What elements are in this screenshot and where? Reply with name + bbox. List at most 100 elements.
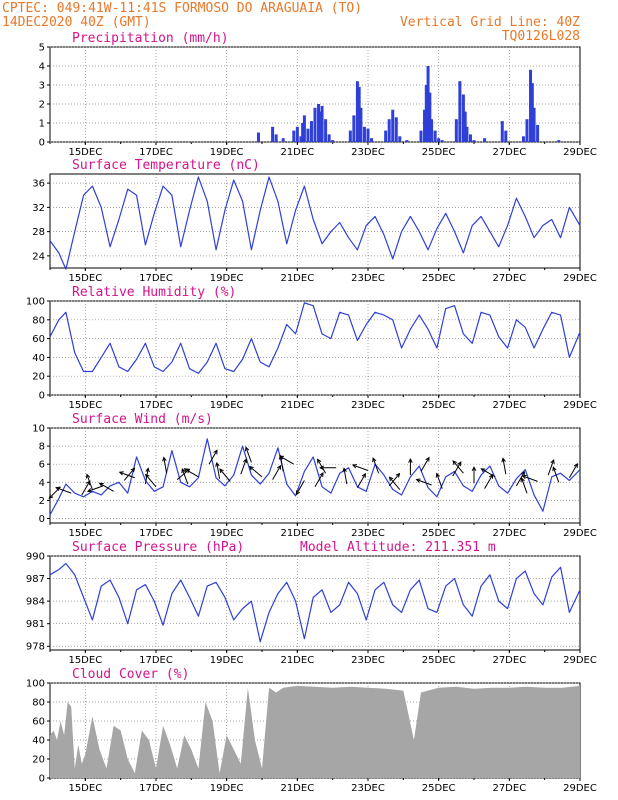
y-tick-label: 80 [32,698,45,709]
y-tick-label: 24 [32,251,45,262]
wind-arrow [547,458,555,476]
x-tick-label: 29DEC [563,528,597,539]
wind-arrow [248,465,263,478]
x-tick-label: 15DEC [68,273,102,284]
wind-arrow [420,456,430,472]
panel-0: 15DEC 17DEC 19DEC 21DEC 23DEC 25DEC 27DEC 29DEC… [39,31,597,158]
wind-arrow [520,477,528,494]
wind-arrow [98,482,114,492]
x-tick-label: 27DEC [492,528,526,539]
precip-bar [461,94,465,142]
x-tick-label: 15DEC [68,655,102,666]
x-tick-label: 15DEC [68,528,102,539]
x-tick-label: 21DEC [280,655,314,666]
header-line1: CPTEC: 049:41W-11:41S FORMOSO DO ARAGUAI… [2,1,362,16]
wind-arrow [484,473,494,489]
wind-arrow [356,472,366,488]
x-tick-label: 27DEC [492,147,526,158]
y-tick-label: 20 [32,372,45,383]
panel-title: Cloud Cover (%) [72,667,189,682]
y-tick-label: 80 [32,315,45,326]
precip-bar [292,130,296,142]
x-tick-label: 27DEC [492,400,526,411]
precip-bar [504,130,508,142]
wind-arrow [86,485,104,493]
series-line [49,176,581,270]
precip-bar [295,126,299,142]
y-tick-label: 40 [32,353,45,364]
precip-bar [387,119,391,142]
panel-title: Surface Temperature (nC) [72,158,260,173]
precip-bar [428,92,432,142]
wind-arrow [351,464,369,471]
header-date: 14DEC2020 40Z (GMT) [2,15,151,30]
x-tick-label: 15DEC [68,783,102,794]
y-tick-label: 10 [32,424,45,435]
panel-2: 15DEC 17DEC 19DEC 21DEC 23DEC 25DEC 27DEC 29DEC… [26,285,597,411]
wind-arrow [123,467,136,481]
precip-bar [274,134,278,142]
wind-arrow [272,464,282,480]
precip-bar [525,119,529,142]
series-line [49,438,581,516]
series-line [49,302,581,374]
precip-bar [359,107,363,142]
wind-arrow [452,461,462,477]
y-tick-label: 5 [39,43,45,54]
precip-bar [331,140,335,142]
precip-bar [458,81,462,142]
wind-arrow [208,449,218,465]
wind-arrow [81,480,91,496]
x-tick-label: 15DEC [68,400,102,411]
wind-arrow [319,465,337,471]
y-tick-label: 990 [26,552,45,563]
wind-arrow [278,455,295,465]
precip-bar [352,115,356,142]
y-tick-label: 40 [32,736,45,747]
wind-arrow [295,480,305,496]
wind-arrow [480,468,496,478]
y-tick-label: 100 [26,297,45,308]
x-tick-label: 17DEC [139,147,173,158]
wind-arrow [415,478,432,486]
precip-bar [306,128,310,142]
x-tick-label: 17DEC [139,528,173,539]
wind-arrow [372,457,380,474]
y-tick-label: 60 [32,334,45,345]
wind-arrow [317,458,327,474]
x-tick-label: 17DEC [139,273,173,284]
wind-arrow [435,472,443,489]
precip-bar [299,136,303,142]
panel-title: Surface Wind (m/s) [72,412,213,427]
y-tick-label: 1 [39,119,45,130]
wind-arrow [452,460,464,474]
precip-bar [419,130,423,142]
precip-bar [318,111,322,142]
precip-bar [463,111,467,142]
x-tick-label: 23DEC [351,147,385,158]
x-tick-label: 25DEC [422,400,456,411]
x-tick-label: 23DEC [351,655,385,666]
x-tick-label: 27DEC [492,655,526,666]
x-tick-label: 21DEC [280,528,314,539]
wind-arrow [408,457,413,476]
precip-bar [530,83,534,142]
x-tick-label: 21DEC [280,400,314,411]
wind-arrow [219,468,231,482]
x-tick-label: 19DEC [210,655,244,666]
x-tick-label: 21DEC [280,783,314,794]
x-tick-label: 19DEC [210,400,244,411]
precip-bar [536,124,540,142]
y-tick-label: 978 [26,642,45,653]
precip-bar [391,109,395,142]
precip-bar [348,130,352,142]
y-tick-label: 0 [39,138,45,149]
panel-annotation: Model Altitude: 211.351 m [300,540,496,555]
precip-bar [433,130,437,142]
y-tick-label: 981 [26,619,45,630]
precip-bar [557,140,561,142]
y-tick-label: 2 [39,496,45,507]
x-tick-label: 29DEC [563,783,597,794]
panel-1: 15DEC 17DEC 19DEC 21DEC 23DEC 25DEC 27DEC 29DEC… [32,158,597,284]
